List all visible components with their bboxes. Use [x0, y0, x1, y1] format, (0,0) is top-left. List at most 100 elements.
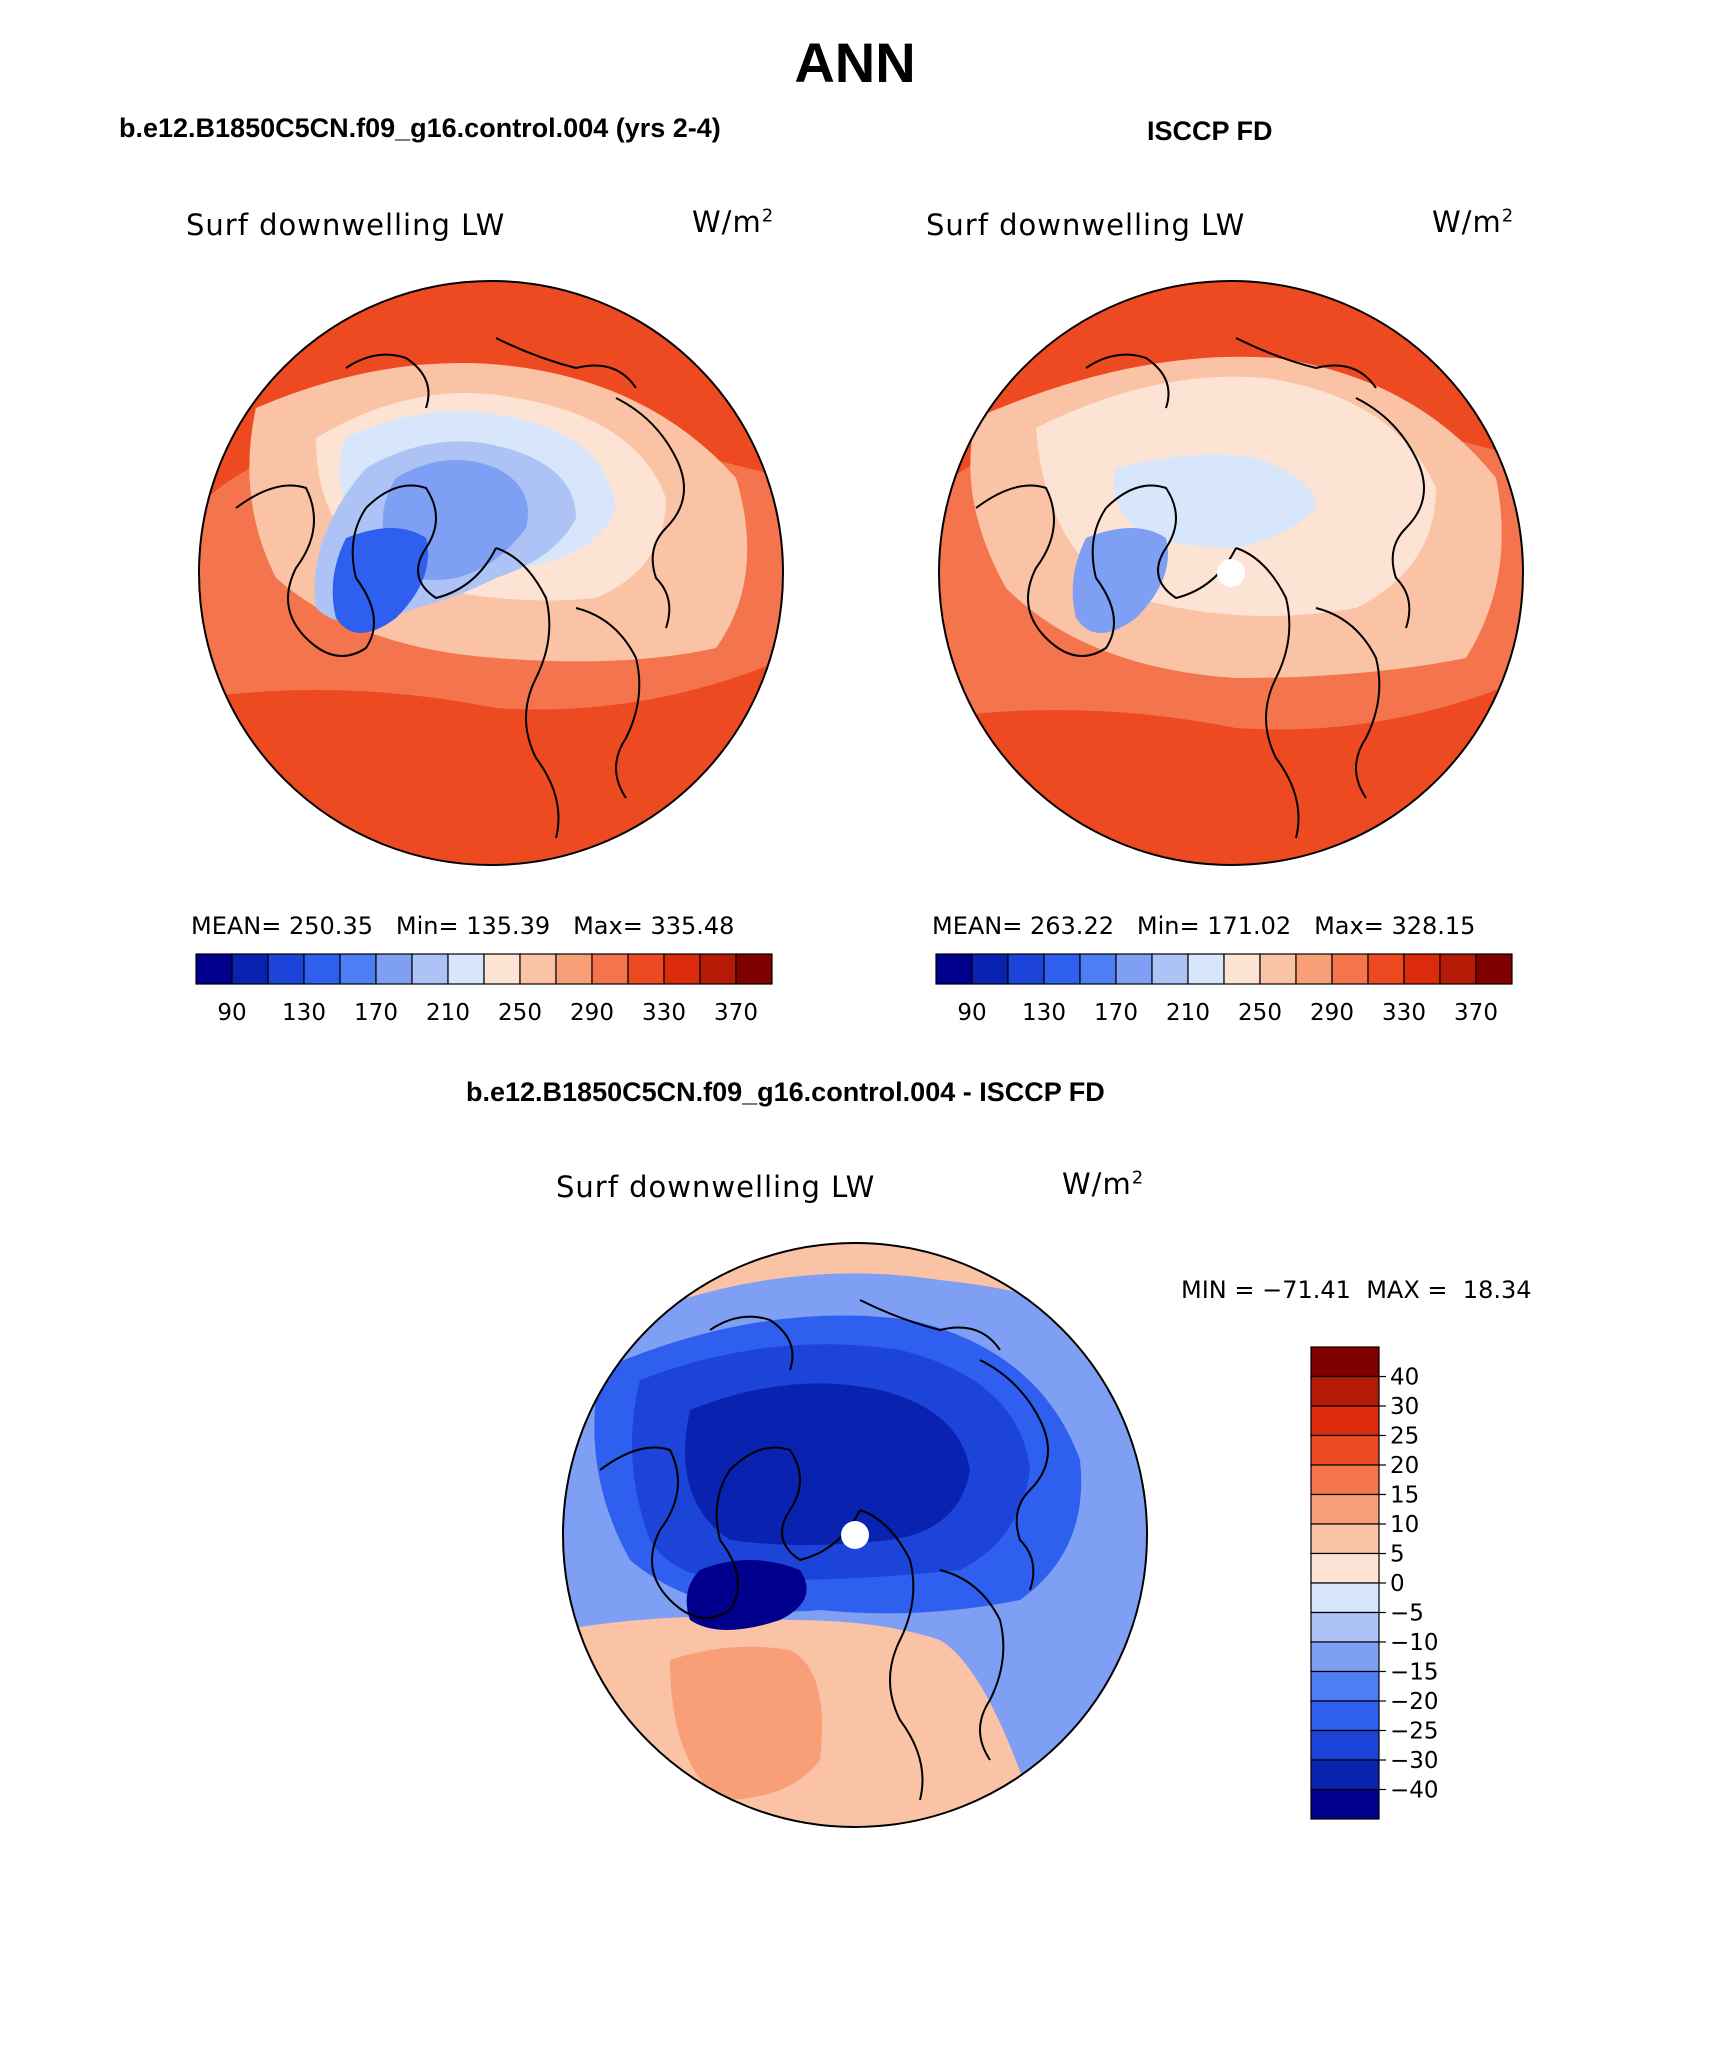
diff-contour-region	[670, 1646, 822, 1800]
model-colorbar-tick-label: 330	[642, 1000, 686, 1026]
model-colorbar-box	[375, 953, 413, 985]
obs-colorbar: 90 130 170 210 250 290 330 370	[935, 953, 1513, 1026]
diff-colorbar-tick-label: 25	[1390, 1424, 1419, 1450]
model-colorbar-box	[411, 953, 449, 985]
diff-colorbar-box	[1310, 1375, 1380, 1407]
diff-colorbar-tick-label: −30	[1390, 1748, 1439, 1774]
model-colorbar-box	[519, 953, 557, 985]
model-coastline	[615, 397, 685, 629]
diff-colorbar-box	[1310, 1523, 1380, 1555]
model-coastline	[495, 337, 637, 389]
model-max-label: Max=	[573, 912, 643, 940]
obs-colorbar-box	[1259, 953, 1297, 985]
obs-coastline	[1235, 337, 1377, 389]
model-min-value: 135.39	[466, 912, 551, 940]
diff-colorbar-tick-label: −25	[1390, 1719, 1439, 1745]
model-coastline	[345, 353, 430, 409]
diff-colorbar-tick-label: −20	[1390, 1689, 1439, 1715]
diff-colorbar-box	[1310, 1346, 1380, 1378]
model-colorbar-tick-label: 210	[426, 1000, 470, 1026]
obs-colorbar-box	[1007, 953, 1045, 985]
model-units: W/m2	[692, 205, 775, 239]
obs-colorbar-tick-label: 210	[1166, 1000, 1210, 1026]
obs-coastline	[1235, 547, 1300, 839]
diff-min-label: MIN =	[1181, 1276, 1255, 1304]
obs-map-boundary	[938, 280, 1524, 866]
diff-field-name: Surf downwelling LW	[556, 1170, 876, 1204]
model-colorbar-box	[627, 953, 665, 985]
obs-colorbar-box	[1187, 953, 1225, 985]
obs-case-title: ISCCP FD	[1147, 116, 1273, 146]
diff-coastline	[979, 1359, 1049, 1591]
model-contour-region	[199, 658, 783, 865]
obs-colorbar-tick-label: 130	[1022, 1000, 1066, 1026]
model-polar-map	[198, 280, 784, 866]
obs-colorbar-box	[1475, 953, 1513, 985]
obs-colorbar-box	[971, 953, 1009, 985]
diff-stats: MIN = −71.41 MAX = 18.34	[1181, 1276, 1532, 1304]
obs-min-value: 171.02	[1207, 912, 1292, 940]
diff-colorbar-tick-label: −40	[1390, 1778, 1439, 1804]
model-coastline	[235, 484, 375, 657]
model-colorbar-box	[663, 953, 701, 985]
obs-max-value: 328.15	[1391, 912, 1476, 940]
obs-colorbar-box	[1439, 953, 1477, 985]
page-title: ANN	[794, 31, 916, 94]
model-map-boundary	[198, 280, 784, 866]
model-colorbar-tick-label: 290	[570, 1000, 614, 1026]
obs-colorbar-box	[1403, 953, 1441, 985]
diff-colorbar-box	[1310, 1405, 1380, 1437]
diff-coastline	[939, 1569, 1005, 1761]
obs-colorbar-box	[1295, 953, 1333, 985]
diff-coastline	[709, 1315, 794, 1371]
model-colorbar-box	[231, 953, 269, 985]
diff-colorbar-box	[1310, 1552, 1380, 1584]
diff-colorbar-box	[1310, 1700, 1380, 1732]
diff-colorbar-box	[1310, 1434, 1380, 1466]
model-coastline	[575, 607, 641, 799]
diff-pole-missing-marker	[841, 1521, 869, 1549]
obs-colorbar-tick-label: 370	[1454, 1000, 1498, 1026]
diff-contour-region	[685, 1383, 970, 1545]
obs-colorbar-tick-label: 250	[1238, 1000, 1282, 1026]
obs-colorbar-tick-label: 90	[957, 1000, 986, 1026]
diff-colorbar-box	[1310, 1611, 1380, 1643]
model-case-title: b.e12.B1850C5CN.f09_g16.control.004 (yrs…	[119, 113, 721, 143]
diff-colorbar-box	[1310, 1670, 1380, 1702]
obs-max-label: Max=	[1314, 912, 1384, 940]
obs-coastline	[1105, 484, 1237, 600]
obs-coastline	[975, 484, 1115, 657]
diff-colorbar-tick-label: 15	[1390, 1483, 1419, 1509]
obs-colorbar-box	[1367, 953, 1405, 985]
diff-colorbar-tick-label: −15	[1390, 1660, 1439, 1686]
model-colorbar: 90 130 170 210 250 290 330 370	[195, 953, 773, 1026]
model-colorbar-box	[699, 953, 737, 985]
obs-min-label: Min=	[1136, 912, 1200, 940]
model-min-label: Min=	[395, 912, 459, 940]
model-colorbar-tick-label: 370	[714, 1000, 758, 1026]
obs-mean-label: MEAN=	[932, 912, 1023, 940]
diff-colorbar-tick-label: 5	[1390, 1542, 1405, 1568]
obs-coastline	[1315, 607, 1381, 799]
diff-colorbar-tick-label: 10	[1390, 1512, 1419, 1538]
diff-colorbar-box	[1310, 1582, 1380, 1614]
model-colorbar-box	[447, 953, 485, 985]
diff-max-value: 18.34	[1462, 1276, 1532, 1304]
obs-colorbar-box	[935, 953, 973, 985]
obs-colorbar-box	[1043, 953, 1081, 985]
diff-colorbar-box	[1310, 1641, 1380, 1673]
model-colorbar-box	[735, 953, 773, 985]
obs-colorbar-box	[1331, 953, 1369, 985]
diff-colorbar-box	[1310, 1729, 1380, 1761]
obs-polar-map	[938, 280, 1524, 866]
model-colorbar-box	[267, 953, 305, 985]
obs-colorbar-box	[1223, 953, 1261, 985]
model-colorbar-tick-label: 250	[498, 1000, 542, 1026]
diff-colorbar-tick-label: 40	[1390, 1365, 1419, 1391]
diff-coastline	[729, 1446, 861, 1562]
obs-pole-missing-marker	[1217, 559, 1245, 587]
model-contour-region	[332, 528, 428, 633]
diff-case-title: b.e12.B1850C5CN.f09_g16.control.004 - IS…	[466, 1077, 1105, 1107]
diff-coastline	[599, 1446, 739, 1619]
obs-colorbar-tick-label: 330	[1382, 1000, 1426, 1026]
